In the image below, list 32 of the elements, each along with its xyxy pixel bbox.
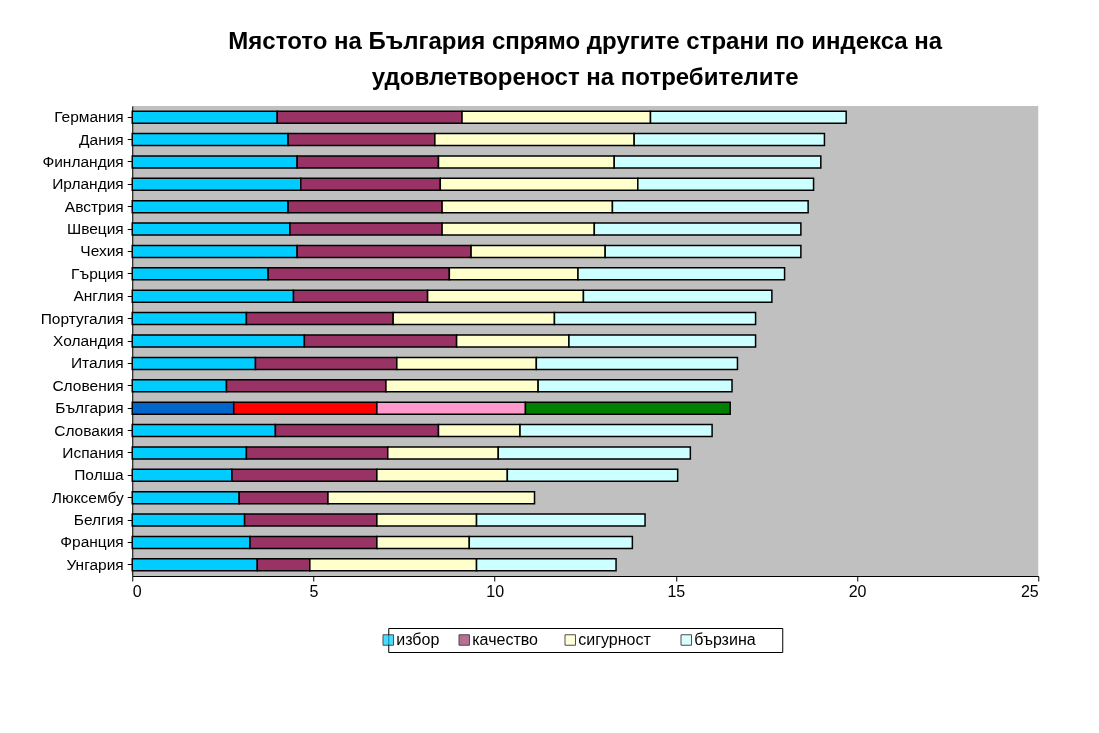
x-tick-label: 10 xyxy=(486,582,505,600)
legend-label: сигурност xyxy=(578,631,652,648)
y-tick-label: Англия xyxy=(73,287,124,305)
y-tick-label: Словения xyxy=(52,376,124,394)
y-tick-label: Ирландия xyxy=(52,175,124,193)
y-tick-label: Полша xyxy=(74,466,125,484)
chart-title: Мястото на България спрямо другите страни по индекса на удовлетвореност на потребителите xyxy=(228,27,943,90)
legend-label: избор xyxy=(396,631,440,648)
y-tick-label: Австрия xyxy=(64,197,124,215)
y-tick-label: Словакия xyxy=(54,421,124,439)
x-tick-label: 0 xyxy=(132,582,142,600)
y-tick-label: Испания xyxy=(62,443,124,461)
y-tick-label: България xyxy=(55,399,124,417)
y-tick-label: Швеция xyxy=(66,220,124,238)
y-tick-label: Финландия xyxy=(42,152,124,170)
legend-label: бързина xyxy=(694,631,756,648)
y-tick-label: Люксембу xyxy=(51,488,124,506)
y-tick-label: Гърция xyxy=(71,264,124,282)
y-tick-label: Белгия xyxy=(73,511,124,529)
x-tick-label: 20 xyxy=(848,582,867,600)
x-tick-label: 25 xyxy=(1020,582,1039,600)
x-tick-label: 5 xyxy=(309,582,319,600)
legend-label: качество xyxy=(472,631,539,648)
y-tick-label: Унгария xyxy=(66,555,124,573)
y-tick-label: Португалия xyxy=(40,309,124,327)
x-tick-label: 15 xyxy=(667,582,686,600)
y-tick-label: Франция xyxy=(60,533,124,551)
y-tick-label: Холандия xyxy=(52,332,124,349)
y-tick-label: Германия xyxy=(54,108,124,126)
y-tick-label: Дания xyxy=(79,130,124,148)
y-tick-label: Чехия xyxy=(80,242,124,260)
y-tick-label: Италия xyxy=(70,354,124,372)
